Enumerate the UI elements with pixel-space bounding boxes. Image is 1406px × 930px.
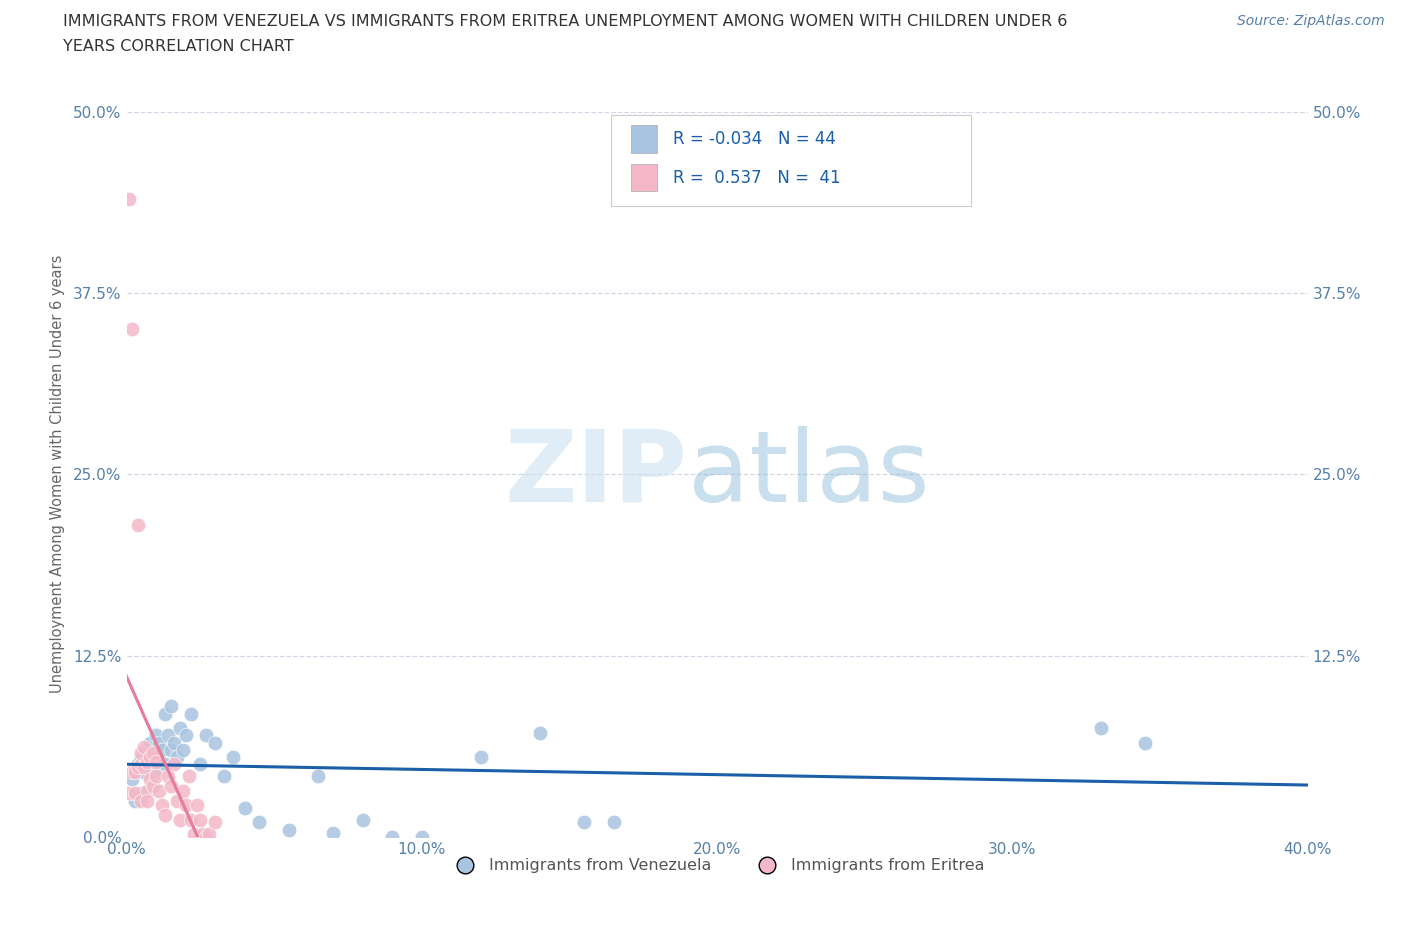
Point	[127, 760, 149, 775]
Point	[204, 815, 226, 830]
Text: R =  0.537   N =  41: R = 0.537 N = 41	[673, 168, 841, 187]
Point	[278, 822, 301, 837]
Point	[127, 518, 149, 533]
Point	[148, 736, 170, 751]
Point	[188, 757, 212, 772]
FancyBboxPatch shape	[610, 115, 972, 206]
Point	[139, 750, 162, 764]
Point	[160, 778, 183, 793]
Point	[177, 768, 200, 783]
Point	[124, 764, 146, 779]
Point	[1135, 736, 1157, 751]
Point	[174, 798, 197, 813]
Point	[322, 825, 344, 840]
Point	[127, 757, 149, 772]
Point	[129, 746, 153, 761]
Point	[169, 812, 191, 827]
Point	[222, 750, 245, 764]
Point	[134, 760, 156, 775]
Point	[145, 764, 167, 779]
Point	[136, 783, 159, 798]
Point	[142, 778, 165, 793]
Point	[136, 754, 159, 769]
Point	[188, 812, 212, 827]
Point	[134, 764, 156, 779]
Point	[156, 768, 179, 783]
Point	[129, 793, 153, 808]
Point	[163, 757, 186, 772]
Point	[233, 801, 256, 816]
Point	[195, 830, 218, 844]
Point	[118, 192, 141, 206]
Point	[136, 750, 159, 764]
Point	[129, 786, 153, 801]
Point	[139, 742, 162, 757]
Point	[204, 736, 226, 751]
Bar	[631, 126, 657, 153]
Point	[150, 798, 173, 813]
Point	[381, 830, 404, 844]
Point	[129, 750, 153, 764]
Y-axis label: Unemployment Among Women with Children Under 6 years: Unemployment Among Women with Children U…	[49, 255, 65, 694]
Point	[166, 793, 188, 808]
Point	[166, 750, 188, 764]
Point	[156, 728, 179, 743]
Point	[153, 706, 176, 721]
Text: YEARS CORRELATION CHART: YEARS CORRELATION CHART	[63, 39, 294, 54]
Point	[174, 728, 197, 743]
Point	[195, 728, 218, 743]
Point	[529, 725, 551, 740]
Text: Source: ZipAtlas.com: Source: ZipAtlas.com	[1237, 14, 1385, 28]
Point	[308, 768, 330, 783]
Point	[180, 812, 202, 827]
Text: atlas: atlas	[688, 426, 929, 523]
Bar	[631, 164, 657, 192]
Point	[603, 815, 626, 830]
Point	[121, 764, 143, 779]
Text: ZIP: ZIP	[505, 426, 688, 523]
Point	[160, 699, 183, 714]
Point	[470, 750, 492, 764]
Point	[172, 783, 194, 798]
Point	[153, 757, 176, 772]
Point	[124, 786, 146, 801]
Point	[142, 746, 165, 761]
Point	[118, 786, 141, 801]
Point	[411, 830, 433, 844]
Point	[145, 754, 167, 769]
Point	[121, 772, 143, 787]
Point	[139, 736, 162, 751]
Point	[193, 827, 215, 842]
Point	[145, 768, 167, 783]
Point	[169, 721, 191, 736]
Point	[145, 728, 167, 743]
Point	[121, 322, 143, 337]
Point	[172, 742, 194, 757]
Point	[198, 827, 221, 842]
Point	[186, 798, 208, 813]
Point	[180, 706, 202, 721]
Point	[150, 742, 173, 757]
Text: R = -0.034   N = 44: R = -0.034 N = 44	[673, 130, 837, 148]
Point	[249, 815, 271, 830]
Point	[139, 772, 162, 787]
Point	[153, 808, 176, 823]
Point	[1090, 721, 1112, 736]
Text: IMMIGRANTS FROM VENEZUELA VS IMMIGRANTS FROM ERITREA UNEMPLOYMENT AMONG WOMEN WI: IMMIGRANTS FROM VENEZUELA VS IMMIGRANTS …	[63, 14, 1067, 29]
Point	[163, 736, 186, 751]
Point	[352, 812, 374, 827]
Point	[574, 815, 596, 830]
Point	[142, 778, 165, 793]
Point	[136, 793, 159, 808]
Point	[212, 768, 235, 783]
Point	[129, 757, 153, 772]
Point	[148, 783, 170, 798]
Legend: Immigrants from Venezuela, Immigrants from Eritrea: Immigrants from Venezuela, Immigrants fr…	[443, 852, 991, 880]
Point	[134, 739, 156, 754]
Point	[124, 793, 146, 808]
Point	[183, 827, 205, 842]
Point	[160, 742, 183, 757]
